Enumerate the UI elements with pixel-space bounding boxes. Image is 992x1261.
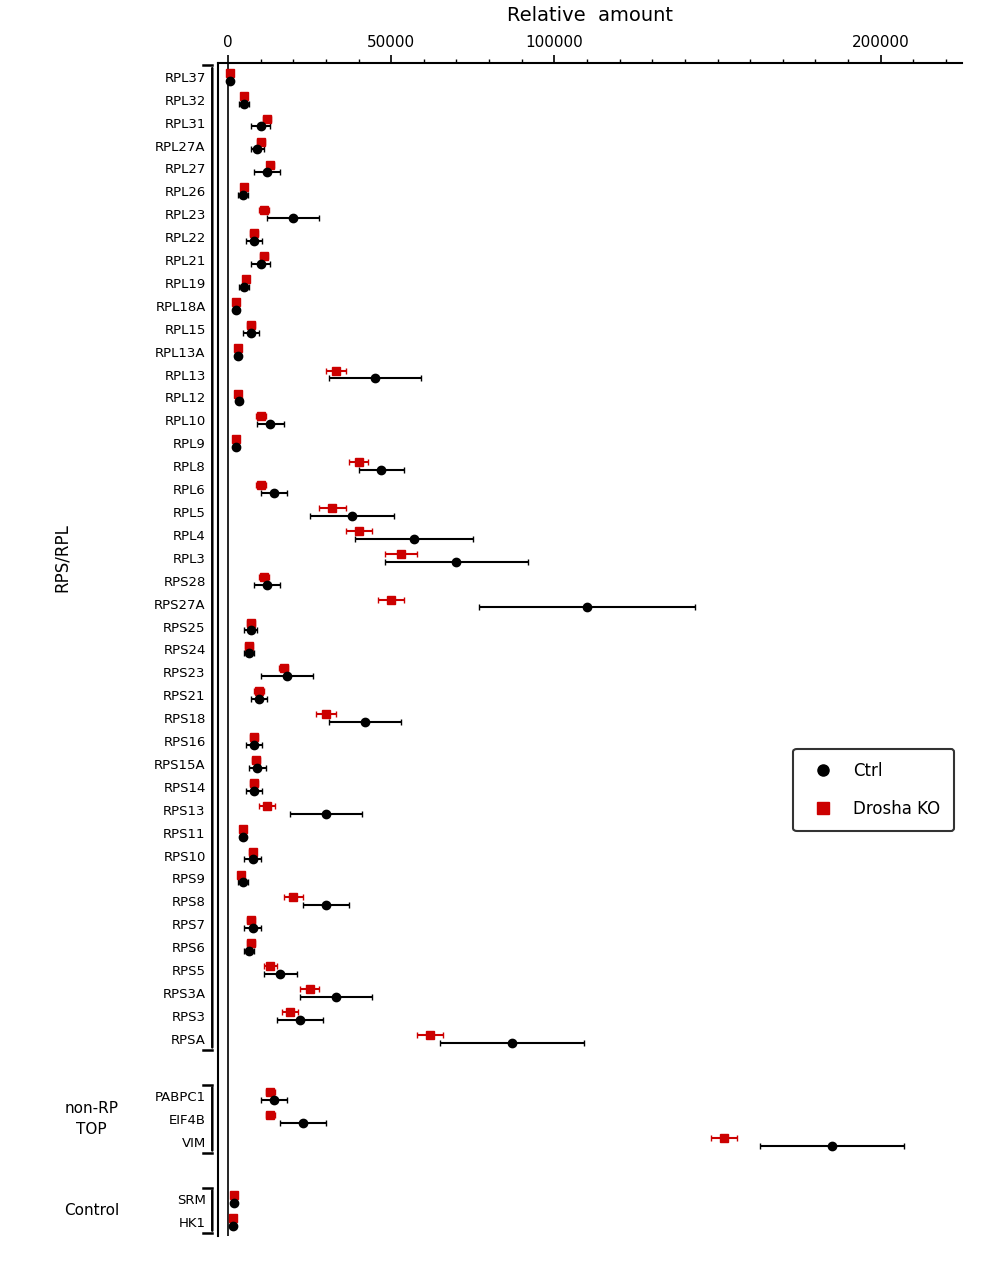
- Text: RPS/RPL: RPS/RPL: [53, 523, 71, 593]
- X-axis label: Relative  amount: Relative amount: [507, 6, 674, 25]
- Legend: Ctrl, Drosha KO: Ctrl, Drosha KO: [794, 749, 954, 831]
- Text: TOP: TOP: [76, 1122, 107, 1136]
- Text: Control: Control: [64, 1203, 119, 1218]
- Text: non-RP: non-RP: [64, 1101, 119, 1116]
